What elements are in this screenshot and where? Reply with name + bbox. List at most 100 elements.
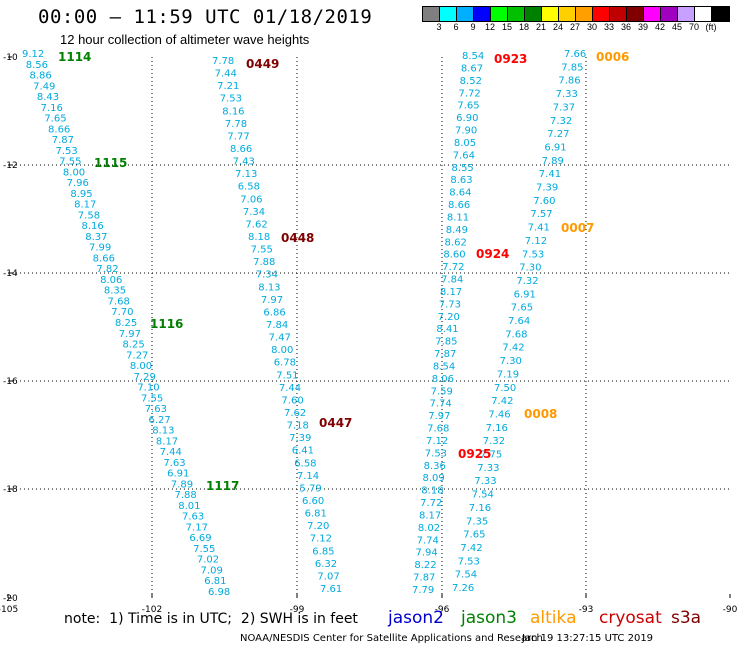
wave-height-value: 7.86 xyxy=(558,76,580,87)
mission-altika: altika xyxy=(530,608,577,628)
wave-height-value: 7.97 xyxy=(261,295,283,306)
colorbar-swatch xyxy=(474,7,491,21)
wave-height-value: 7.39 xyxy=(536,183,558,194)
wave-height-value: 7.34 xyxy=(243,207,265,218)
wave-height-value: 7.77 xyxy=(227,131,249,142)
pass-label: 0448 xyxy=(281,231,314,245)
colorbar-label: 15 xyxy=(501,22,513,32)
wave-height-value: 7.19 xyxy=(497,369,519,380)
wave-height-value: 7.84 xyxy=(266,320,288,331)
wave-height-value: 7.53 xyxy=(458,556,480,567)
wave-height-value: 8.22 xyxy=(414,560,436,571)
x-tick-label: -99 xyxy=(290,605,305,615)
wave-height-value: 6.91 xyxy=(167,469,189,480)
wave-height-value: 7.78 xyxy=(212,56,234,67)
wave-height-value: 7.85 xyxy=(435,337,457,348)
wave-height-value: 7.35 xyxy=(466,516,488,527)
colorbar-swatch xyxy=(644,7,661,21)
wave-height-value: 6.78 xyxy=(274,358,296,369)
colorbar-swatch xyxy=(576,7,593,21)
wave-height-value: 7.68 xyxy=(427,424,449,435)
wave-height-value: 7.53 xyxy=(425,448,447,459)
colorbar-swatch xyxy=(695,7,712,21)
wave-height-value: 7.33 xyxy=(556,89,578,100)
wave-height-value: 7.89 xyxy=(542,156,564,167)
wave-height-value: 8.66 xyxy=(93,253,115,264)
wave-height-value: 7.51 xyxy=(276,370,298,381)
wave-height-value: 6.85 xyxy=(312,546,334,557)
wave-height-value: 9.12 xyxy=(22,49,44,60)
colorbar-label: 6 xyxy=(453,22,459,32)
wave-height-value: 7.41 xyxy=(539,169,561,180)
wave-height-value: 7.44 xyxy=(279,383,301,394)
wave-height-value: 7.42 xyxy=(502,343,524,354)
wave-height-value: 7.27 xyxy=(126,350,148,361)
footer-credit: NOAA/NESDIS Center for Satellite Applica… xyxy=(240,633,543,644)
wave-height-value: 8.62 xyxy=(445,237,467,248)
wave-height-value: 7.26 xyxy=(452,583,474,594)
colorbar-label: 24 xyxy=(552,22,564,32)
colorbar-label: 9 xyxy=(470,22,476,32)
wave-height-value: 7.87 xyxy=(413,573,435,584)
wave-height-value: 8.18 xyxy=(248,232,270,243)
axis-ticks: -105 -102 -99 -96 -93 -90 -10 -12 -14 -16 -18 -20 xyxy=(0,53,738,615)
wave-height-value: 7.34 xyxy=(256,270,278,281)
wave-height-value: 7.33 xyxy=(477,463,499,474)
wave-height-value: 7.55 xyxy=(193,544,215,555)
wave-height-value: 8.17 xyxy=(419,510,441,521)
wave-height-value: 6.98 xyxy=(208,587,230,598)
colorbar-swatch xyxy=(593,7,610,21)
wave-height-value: 7.33 xyxy=(474,476,496,487)
wave-height-value: 8.06 xyxy=(432,374,454,385)
wave-height-value: 7.50 xyxy=(494,383,516,394)
wave-height-value: 7.30 xyxy=(519,263,541,274)
pass-label: 1114 xyxy=(58,50,91,64)
wave-height-value: 8.86 xyxy=(29,71,51,82)
footer-timestamp: Jan 19 13:27:15 UTC 2019 xyxy=(522,633,654,644)
colorbar-swatch xyxy=(712,7,729,21)
x-tick-label: -96 xyxy=(435,605,450,615)
wave-height-value: 7.97 xyxy=(119,329,141,340)
pass-label: 0008 xyxy=(524,407,557,421)
wave-height-value: 7.88 xyxy=(175,490,197,501)
wave-height-value: 7.27 xyxy=(547,129,569,140)
y-tick-label: -10 xyxy=(3,53,18,63)
wave-height-value: 7.79 xyxy=(412,585,434,596)
wave-height-value: 7.58 xyxy=(78,210,100,221)
colorbar-swatch xyxy=(508,7,525,21)
wave-height-value: 5.79 xyxy=(299,483,321,494)
wave-height-value: 7.99 xyxy=(89,243,111,254)
wave-height-value: 7.53 xyxy=(220,94,242,105)
colorbar-swatch xyxy=(559,7,576,21)
wave-height-colorbar xyxy=(422,6,730,22)
y-tick-label: -14 xyxy=(3,269,18,279)
wave-height-value: 7.96 xyxy=(67,178,89,189)
wave-height-value: 8.18 xyxy=(421,486,443,497)
wave-height-value: 7.68 xyxy=(108,296,130,307)
mission-jason3: jason3 xyxy=(461,608,517,628)
wave-height-value: 8.49 xyxy=(446,225,468,236)
colorbar-label: 21 xyxy=(535,22,547,32)
wave-height-value: 7.72 xyxy=(442,262,464,273)
wave-height-value: 7.87 xyxy=(52,135,74,146)
y-tick-label: -16 xyxy=(3,377,18,387)
page-title: 00:00 – 11:59 UTC 01/18/2019 xyxy=(38,6,373,28)
wave-height-value: 7.82 xyxy=(96,264,118,275)
wave-height-value: 7.20 xyxy=(307,521,329,532)
wave-height-value: 7.63 xyxy=(182,512,204,523)
wave-height-value: 6.91 xyxy=(514,289,536,300)
colorbar-swatch xyxy=(661,7,678,21)
wave-height-value: 7.90 xyxy=(455,126,477,137)
wave-height-value: 7.55 xyxy=(141,393,163,404)
wave-height-value: 7.63 xyxy=(145,404,167,415)
wave-height-value: 7.16 xyxy=(486,423,508,434)
wave-height-value: 8.54 xyxy=(462,51,484,62)
wave-height-value: 6.58 xyxy=(238,182,260,193)
wave-height-value: 7.78 xyxy=(225,119,247,130)
wave-height-value: 7.16 xyxy=(469,503,491,514)
wave-height-value: 8.16 xyxy=(222,106,244,117)
wave-height-value: 6.32 xyxy=(315,559,337,570)
wave-height-value: 8.55 xyxy=(452,163,474,174)
wave-height-value: 8.17 xyxy=(156,436,178,447)
